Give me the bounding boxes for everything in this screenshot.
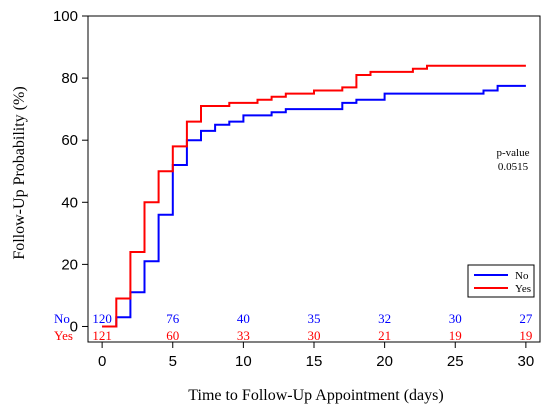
risk-cell: 121: [92, 328, 112, 343]
p-value-label: p-value: [497, 147, 530, 159]
risk-row-label: No: [54, 311, 70, 326]
p-value-number: 0.0515: [498, 161, 529, 173]
risk-cell: 30: [308, 328, 321, 343]
x-tick-label: 25: [447, 353, 464, 370]
y-tick-label: 60: [61, 132, 78, 149]
series-lines: [102, 64, 526, 328]
risk-cell: 19: [519, 328, 532, 343]
y-axis-title: Follow-Up Probability (%): [11, 86, 28, 259]
series-line-yes: [102, 64, 526, 328]
risk-cell: 33: [237, 328, 250, 343]
y-tick-label: 100: [53, 8, 78, 25]
x-tick-label: 10: [235, 353, 252, 370]
risk-cell: 30: [449, 311, 462, 326]
y-tick-label: 80: [61, 70, 78, 87]
x-tick-label: 0: [98, 353, 106, 370]
risk-cell: 19: [449, 328, 462, 343]
risk-cell: 21: [378, 328, 391, 343]
risk-cell: 40: [237, 311, 250, 326]
y-tick-label: 0: [70, 318, 78, 335]
risk-cell: 60: [166, 328, 179, 343]
risk-cell: 27: [519, 311, 533, 326]
x-tick-label: 30: [518, 353, 535, 370]
x-tick-label: 20: [376, 353, 393, 370]
x-tick-label: 15: [306, 353, 323, 370]
risk-table: No 120 76 40 35 32 30 27 Yes 121 60 33 30 21 19 19: [54, 311, 533, 343]
risk-cell: 35: [308, 311, 321, 326]
legend-label-yes: Yes: [515, 283, 531, 295]
legend-label-no: No: [515, 270, 529, 282]
y-axis: 0 20 40 60 80 100: [53, 8, 88, 335]
risk-cell: 32: [378, 311, 391, 326]
x-axis-title: Time to Follow-Up Appointment (days): [188, 387, 443, 404]
risk-cell: 120: [92, 311, 112, 326]
y-tick-label: 40: [61, 194, 78, 211]
y-tick-label: 20: [61, 256, 78, 273]
legend-box: [467, 264, 535, 298]
risk-cell: 76: [166, 311, 180, 326]
x-tick-label: 5: [169, 353, 177, 370]
series-line-no: [102, 84, 526, 328]
risk-row-label: Yes: [54, 328, 73, 343]
x-axis: 0 5 10 15 20 25 30: [98, 342, 534, 370]
